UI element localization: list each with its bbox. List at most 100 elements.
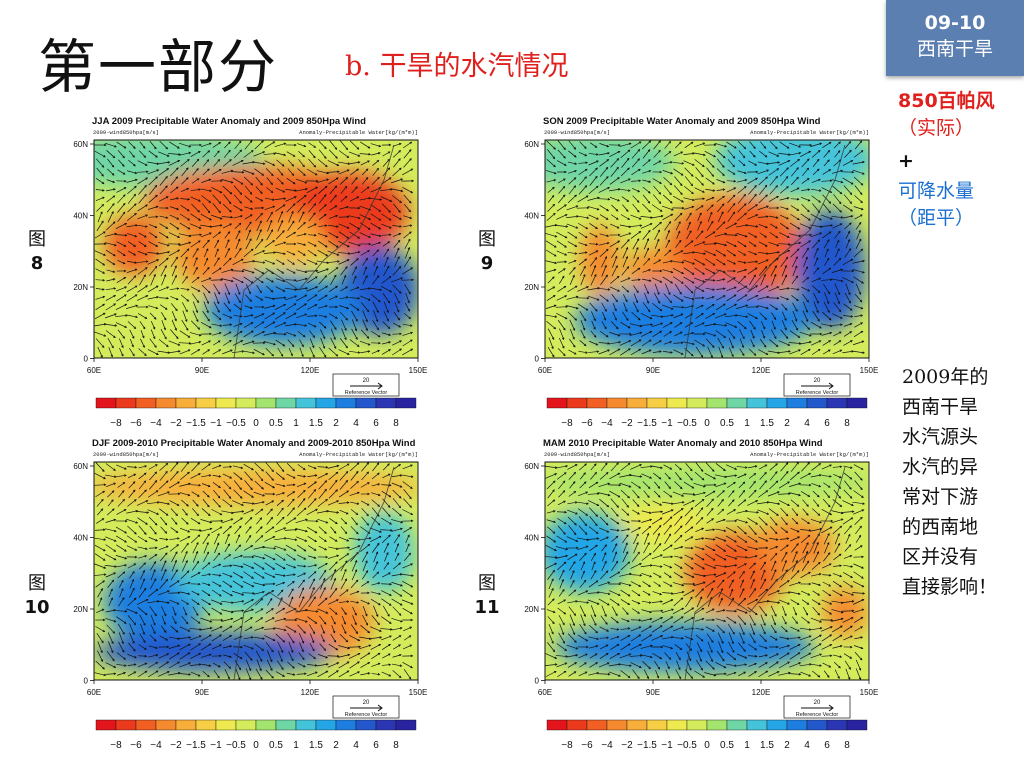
map-svg: MAM 2010 Precipitable Water Anomaly and … xyxy=(507,434,887,774)
lat-tick-label: 20N xyxy=(524,605,539,614)
wind-note: 850百帕风 （实际） xyxy=(898,88,995,142)
colorbar-label: 1 xyxy=(744,418,750,429)
colorbar-label: −8 xyxy=(561,418,573,429)
map-right-note: Anomaly-Precipitable Water[kg/(m*m)] xyxy=(299,129,418,136)
slide-subtitle: b. 干旱的水汽情况 xyxy=(345,52,568,82)
anomaly-field xyxy=(84,462,424,680)
figure-label-8: 图 8 xyxy=(24,228,50,276)
lon-tick-label: 120E xyxy=(301,688,320,697)
colorbar-label: 1.5 xyxy=(309,740,323,751)
colorbar-label: −1.5 xyxy=(637,740,657,751)
lat-tick-label: 60N xyxy=(73,462,88,471)
colorbar-label: 8 xyxy=(844,740,850,751)
colorbar-label: −0.5 xyxy=(677,740,697,751)
lat-tick-label: 60N xyxy=(73,140,88,149)
lon-tick-label: 60E xyxy=(87,688,101,697)
colorbar-label: −4 xyxy=(601,418,613,429)
lon-tick-label: 150E xyxy=(860,366,879,375)
map-left-note: 2009-wind850hpa[m/s] xyxy=(544,451,610,458)
map-panel-son-2009: SON 2009 Precipitable Water Anomaly and … xyxy=(507,112,887,452)
colorbar-label: −6 xyxy=(130,418,142,429)
colorbar-label: 1 xyxy=(744,740,750,751)
pw-note: 可降水量 （距平） xyxy=(898,178,974,232)
colorbar-label: −8 xyxy=(110,740,122,751)
conclusion-line: 水汽的异 xyxy=(902,452,1022,482)
colorbar-label: 1.5 xyxy=(760,740,774,751)
lon-tick-label: 150E xyxy=(409,366,428,375)
colorbar-label: 6 xyxy=(373,418,379,429)
lon-tick-label: 60E xyxy=(538,366,552,375)
colorbar-label: 8 xyxy=(844,418,850,429)
colorbar-label: 1 xyxy=(293,740,299,751)
anomaly-field xyxy=(56,132,419,358)
lon-tick-label: 120E xyxy=(752,688,771,697)
colorbar-label: 8 xyxy=(393,418,399,429)
lat-tick-label: 60N xyxy=(524,462,539,471)
colorbar-label: −8 xyxy=(561,740,573,751)
colorbar-label: −2 xyxy=(170,740,182,751)
map-title: JJA 2009 Precipitable Water Anomaly and … xyxy=(92,116,366,127)
map-panel-djf-2009-2010: DJF 2009-2010 Precipitable Water Anomaly… xyxy=(56,434,436,774)
lat-tick-label: 0 xyxy=(535,677,540,686)
colorbar-label: −6 xyxy=(581,740,593,751)
colorbar-label: −0.5 xyxy=(226,740,246,751)
badge-label: 西南干旱 xyxy=(886,36,1024,62)
map-panel-jja-2009: JJA 2009 Precipitable Water Anomaly and … xyxy=(56,112,436,452)
lon-tick-label: 150E xyxy=(409,688,428,697)
map-right-note: Anomaly-Precipitable Water[kg/(m*m)] xyxy=(750,451,869,458)
lon-tick-label: 60E xyxy=(538,688,552,697)
colorbar-label: −1 xyxy=(210,418,222,429)
map-right-note: Anomaly-Precipitable Water[kg/(m*m)] xyxy=(750,129,869,136)
colorbar-label: −2 xyxy=(621,418,633,429)
section-badge: 09-10 西南干旱 xyxy=(886,0,1024,76)
colorbar-label: 8 xyxy=(393,740,399,751)
figure-label-11: 图 11 xyxy=(472,572,502,620)
wind-note-line1: 850百帕风 xyxy=(898,88,995,115)
map-svg: SON 2009 Precipitable Water Anomaly and … xyxy=(507,112,887,452)
anomaly-field xyxy=(535,462,875,680)
map-left-note: 2009-wind850hpa[m/s] xyxy=(544,129,610,136)
svg-text:20: 20 xyxy=(814,378,821,384)
map-left-note: 2009-wind850hpa[m/s] xyxy=(93,129,159,136)
colorbar-label: −1.5 xyxy=(186,418,206,429)
colorbar-label: 0 xyxy=(704,740,710,751)
map-left-note: 2009-wind850hpa[m/s] xyxy=(93,451,159,458)
colorbar-label: 0 xyxy=(253,418,259,429)
slide-title: 第一部分 xyxy=(38,38,278,96)
pw-note-line1: 可降水量 xyxy=(898,178,974,205)
colorbar-label: −1 xyxy=(661,418,673,429)
colorbar-label: 0 xyxy=(253,740,259,751)
pw-note-line2: （距平） xyxy=(898,205,974,232)
svg-text:Reference Vector: Reference Vector xyxy=(345,712,388,718)
colorbar-label: 4 xyxy=(353,740,359,751)
lat-tick-label: 60N xyxy=(524,140,539,149)
colorbar-label: −1.5 xyxy=(186,740,206,751)
svg-text:20: 20 xyxy=(814,700,821,706)
svg-text:Reference Vector: Reference Vector xyxy=(345,390,388,396)
figure-label-10: 图 10 xyxy=(22,572,52,620)
lon-tick-label: 60E xyxy=(87,366,101,375)
colorbar-label: −4 xyxy=(601,740,613,751)
colorbar-label: −1 xyxy=(661,740,673,751)
colorbar-label: 2 xyxy=(333,418,339,429)
lon-tick-label: 90E xyxy=(646,688,660,697)
map-title: MAM 2010 Precipitable Water Anomaly and … xyxy=(543,438,823,449)
conclusion-line: 水汽源头 xyxy=(902,422,1022,452)
colorbar-label: 6 xyxy=(824,740,830,751)
lat-tick-label: 20N xyxy=(73,605,88,614)
conclusion-line: 常对下游 xyxy=(902,482,1022,512)
colorbar-label: 0.5 xyxy=(269,740,283,751)
colorbar-label: −4 xyxy=(150,740,162,751)
colorbar-label: −0.5 xyxy=(677,418,697,429)
colorbar-label: 1 xyxy=(293,418,299,429)
lat-tick-label: 0 xyxy=(535,355,540,364)
conclusion-line: 的西南地 xyxy=(902,512,1022,542)
colorbar-label: −2 xyxy=(170,418,182,429)
colorbar-label: −2 xyxy=(621,740,633,751)
